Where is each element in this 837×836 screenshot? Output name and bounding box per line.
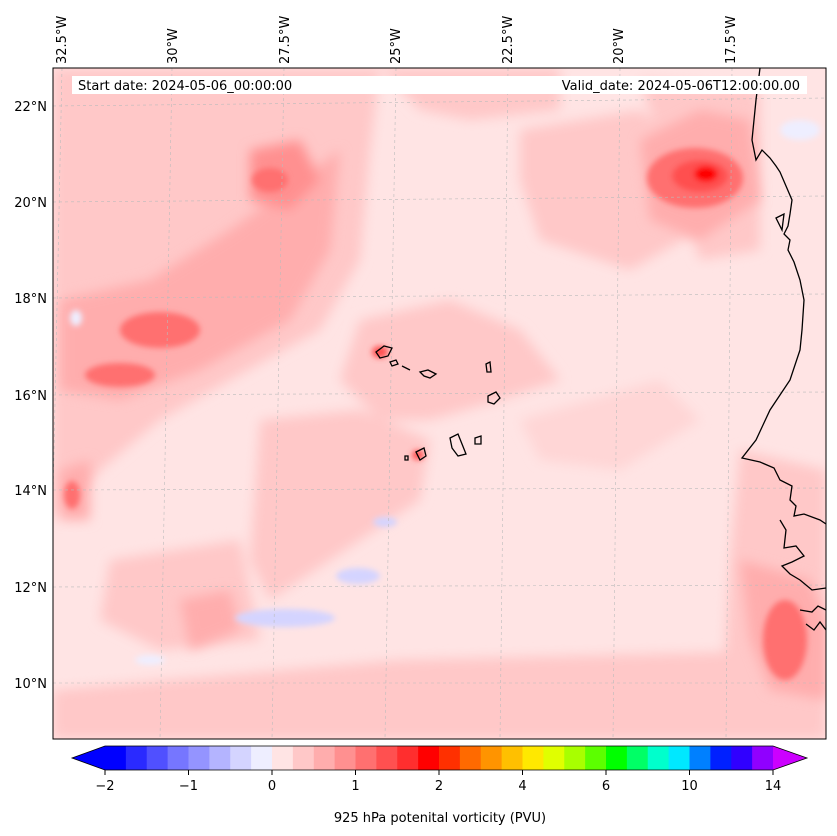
lon-label: 27.5°W [278,16,293,64]
colorbar-swatch [501,746,523,770]
lat-label: 22°N [14,100,47,115]
colorbar: −2 −1 0 1 2 4 6 10 14 925 hPa potenital vorticit… [70,745,809,826]
colorbar-swatch [606,746,628,770]
colorbar-swatch [626,746,649,770]
colorbar-swatch [710,746,732,770]
colorbar-over-arrow [773,746,807,770]
colorbar-swatch [439,746,461,770]
pv-field [53,68,826,739]
colorbar-swatch [459,746,482,770]
lat-label: 14°N [14,484,47,499]
colorbar-swatch [146,746,169,770]
lon-label: 32.5°W [55,16,70,64]
lat-label: 16°N [14,389,47,404]
colorbar-tick-label: 4 [518,779,526,794]
pv-strong-cores [64,148,807,680]
colorbar-swatch [689,746,711,770]
lon-label: 20°W [612,28,627,64]
colorbar-swatch [334,746,356,770]
lat-label: 20°N [14,196,47,211]
colorbar-swatch [522,746,544,770]
start-date-label: Start date: 2024-05-06_00:00:00 [78,79,292,94]
colorbar-tick-label: 2 [435,779,443,794]
lon-label: 17.5°W [724,16,739,64]
date-banner [72,76,807,94]
colorbar-swatch [292,746,315,770]
lon-label: 30°W [166,28,181,64]
colorbar-swatch [272,746,294,770]
colorbar-under-arrow [72,746,105,770]
colorbar-swatch [125,746,148,770]
colorbar-tick-label: 6 [602,779,610,794]
colorbar-swatch [355,746,377,770]
colorbar-swatch [376,746,398,770]
colorbar-tick-label: 0 [268,779,276,794]
colorbar-swatch [209,746,231,770]
colorbar-tick-label: 10 [681,779,698,794]
colorbar-swatch [731,746,753,770]
colorbar-swatch [313,746,336,770]
cape-verde-islands [375,345,501,461]
colorbar-tick-label: 14 [765,779,782,794]
colorbar-tick-label: −1 [179,779,198,794]
colorbar-swatch [543,746,565,770]
lon-label: 22.5°W [501,16,516,64]
colorbar-swatches [105,746,774,770]
lon-label: 25°W [389,28,404,64]
colorbar-swatch [480,746,503,770]
lat-label: 12°N [14,581,47,596]
graticule [53,68,826,739]
colorbar-swatch [418,746,440,770]
african-coastline [740,68,826,631]
colorbar-tick-label: 1 [351,779,359,794]
colorbar-ticks: −2 −1 0 1 2 4 6 10 14 [95,770,781,794]
latitude-labels: 22°N 20°N 18°N 16°N 14°N 12°N 10°N [14,100,47,692]
colorbar-swatch [188,746,210,770]
map-frame [52,67,827,740]
colorbar-swatch [167,746,189,770]
colorbar-swatch [397,746,419,770]
colorbar-swatch [251,746,273,770]
valid-date-label: Valid_date: 2024-05-06T12:00:00.00 [562,79,800,94]
colorbar-swatch [105,746,127,770]
colorbar-swatch [564,746,586,770]
lat-label: 10°N [14,677,47,692]
colorbar-swatch [668,746,690,770]
lat-label: 18°N [14,292,47,307]
colorbar-swatch [752,746,774,770]
colorbar-title: 925 hPa potenital vorticity (PVU) [334,811,546,826]
colorbar-swatch [585,746,607,770]
colorbar-swatch [647,746,670,770]
colorbar-tick-label: −2 [95,779,114,794]
longitude-labels: 32.5°W 30°W 27.5°W 25°W 22.5°W 20°W 17.5… [55,16,739,64]
colorbar-swatch [230,746,252,770]
pv-negative-patches [70,120,820,665]
